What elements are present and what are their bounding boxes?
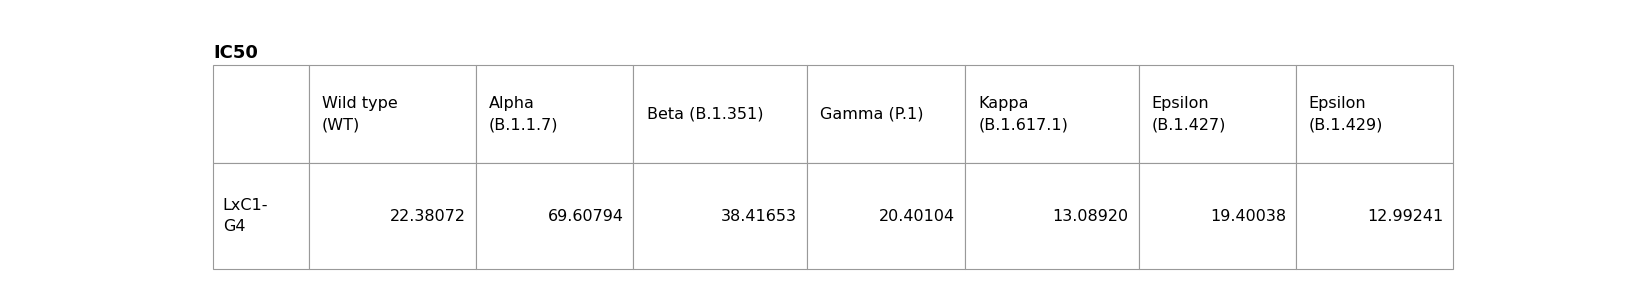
Text: Beta (B.1.351): Beta (B.1.351) — [647, 107, 764, 122]
Bar — [1296, 65, 1454, 163]
Bar — [634, 65, 806, 163]
Bar — [213, 65, 309, 163]
Bar — [1138, 163, 1296, 270]
Bar — [964, 163, 1138, 270]
Text: Epsilon
(B.1.427): Epsilon (B.1.427) — [1151, 96, 1226, 132]
Bar — [806, 163, 964, 270]
Text: 19.40038: 19.40038 — [1210, 209, 1286, 224]
Bar — [964, 65, 1138, 163]
Text: 20.40104: 20.40104 — [880, 209, 954, 224]
Text: IC50: IC50 — [213, 44, 259, 62]
Bar — [309, 65, 476, 163]
Bar — [309, 163, 476, 270]
Text: 69.60794: 69.60794 — [548, 209, 624, 224]
Text: Alpha
(B.1.1.7): Alpha (B.1.1.7) — [489, 96, 558, 132]
Bar — [1296, 163, 1454, 270]
Bar — [1138, 65, 1296, 163]
Text: 13.08920: 13.08920 — [1052, 209, 1128, 224]
Text: Gamma (P.1): Gamma (P.1) — [820, 107, 924, 122]
Text: Wild type
(WT): Wild type (WT) — [322, 96, 398, 132]
Text: Kappa
(B.1.617.1): Kappa (B.1.617.1) — [979, 96, 1068, 132]
Text: 38.41653: 38.41653 — [720, 209, 797, 224]
Text: 22.38072: 22.38072 — [390, 209, 467, 224]
Text: Epsilon
(B.1.429): Epsilon (B.1.429) — [1309, 96, 1382, 132]
Bar — [806, 65, 964, 163]
Text: LxC1-
G4: LxC1- G4 — [223, 198, 268, 234]
Text: 12.99241: 12.99241 — [1367, 209, 1444, 224]
Bar — [476, 163, 634, 270]
Bar — [634, 163, 806, 270]
Bar — [476, 65, 634, 163]
Bar — [213, 163, 309, 270]
